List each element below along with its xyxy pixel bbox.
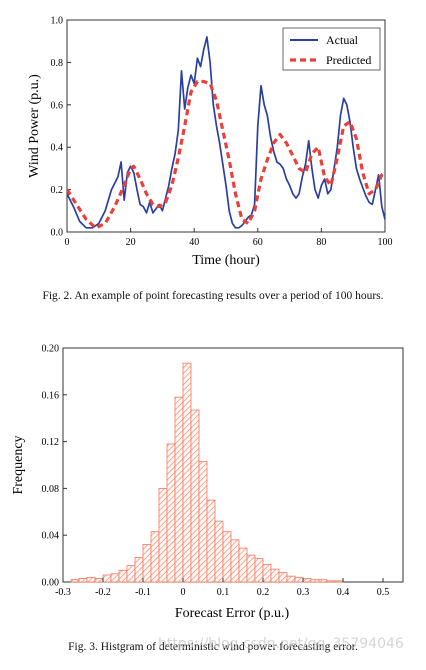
x-tick-label: 80 [316,237,326,248]
histogram-bar [286,575,296,583]
y-tick-label: 0.4 [51,143,64,154]
histogram-bar [294,576,304,583]
y-tick-label: 0.6 [51,100,64,111]
histogram-bar [278,572,288,583]
histogram-bar [190,409,200,583]
x-tick-label: 0 [181,587,186,598]
histogram-bar [78,578,88,583]
histogram-bar [126,565,136,583]
histogram-bar [326,580,336,583]
y-tick-label: 0.04 [42,531,60,542]
x-tick-label: -0.2 [95,587,111,598]
histogram-bar [318,579,328,583]
series-line-predicted [67,79,385,230]
x-tick-label: -0.3 [55,587,71,598]
y-tick-label: 0.0 [51,228,64,239]
x-tick-label: 40 [189,237,199,248]
y-tick-label: 0.2 [51,185,64,196]
x-axis-label: Time (hour) [192,253,260,268]
figure-2-line-chart: 0 20 40 60 80 100 0.0 0.2 0.4 0.6 0.8 1.0 Actual Pr… [27,16,393,269]
histogram-bar [110,573,120,583]
histogram-bar [262,564,272,583]
histogram-bar [134,557,144,583]
x-tick-label: 0.5 [377,587,390,598]
histogram-bar [86,576,96,583]
x-axis-label: Forecast Error (p.u.) [175,606,290,621]
legend-actual-label: Actual [326,33,359,47]
histogram-bar [182,362,192,583]
histogram-bar [214,520,224,583]
chart-legend: Actual Predicted [282,27,381,71]
histogram-bar [310,579,320,583]
y-tick-label: 0.8 [51,58,64,69]
x-tick-label: 0.4 [337,587,350,598]
histogram-bar [238,547,248,583]
histogram-bar [118,569,128,583]
x-tick-label: 20 [126,237,136,248]
histogram-bar [174,396,184,583]
histogram-bar [206,499,216,583]
x-tick-label: 0.3 [297,587,310,598]
histogram-bar [166,443,176,583]
histogram-bar [142,544,152,583]
figure-3-caption: Fig. 3. Histgram of deterministic wind p… [68,641,358,653]
x-tick-label: 60 [253,237,263,248]
histogram-bar [198,461,208,583]
y-tick-label: 0.20 [42,344,60,355]
histogram-bar [230,539,240,583]
y-axis-label: Frequency [11,435,26,494]
x-tick-label: -0.1 [135,587,151,598]
histogram-bar [102,574,112,583]
series-line-actual [67,36,385,229]
histogram-bar [158,487,168,583]
y-tick-label: 0.12 [42,437,60,448]
histogram-bar [254,558,264,583]
plot-area-frame [66,19,386,233]
legend-box [282,27,381,71]
y-tick-label: 0.16 [42,390,60,401]
y-tick-label: 0.08 [42,484,60,495]
y-axis-label: Wind Power (p.u.) [27,74,42,178]
histogram-bar [94,578,104,583]
x-tick-label: 0.1 [217,587,230,598]
histogram-bar [150,531,160,583]
y-tick-label: 1.0 [51,16,64,27]
histogram-bar [246,554,256,583]
x-tick-label: 0 [65,237,70,248]
histogram-bar [270,568,280,583]
legend-predicted-label: Predicted [326,53,371,67]
figure-2-caption: Fig. 2. An example of point forecasting … [42,290,384,302]
histogram-bar [222,531,232,583]
y-tick-label: 0.00 [42,578,60,589]
histogram-bar [70,579,80,583]
watermark-url: https://blog.csdn.net/qq_35794046 [158,636,404,652]
x-tick-label: 0.2 [257,587,270,598]
figure-3-histogram: -0.3 -0.2 -0.1 0 0.1 0.2 0.3 0.4 0.5 0.00 0.04 0.08… [11,344,404,621]
histogram-bar [302,578,312,583]
histogram-bar [334,580,344,583]
x-tick-label: 100 [378,237,393,248]
